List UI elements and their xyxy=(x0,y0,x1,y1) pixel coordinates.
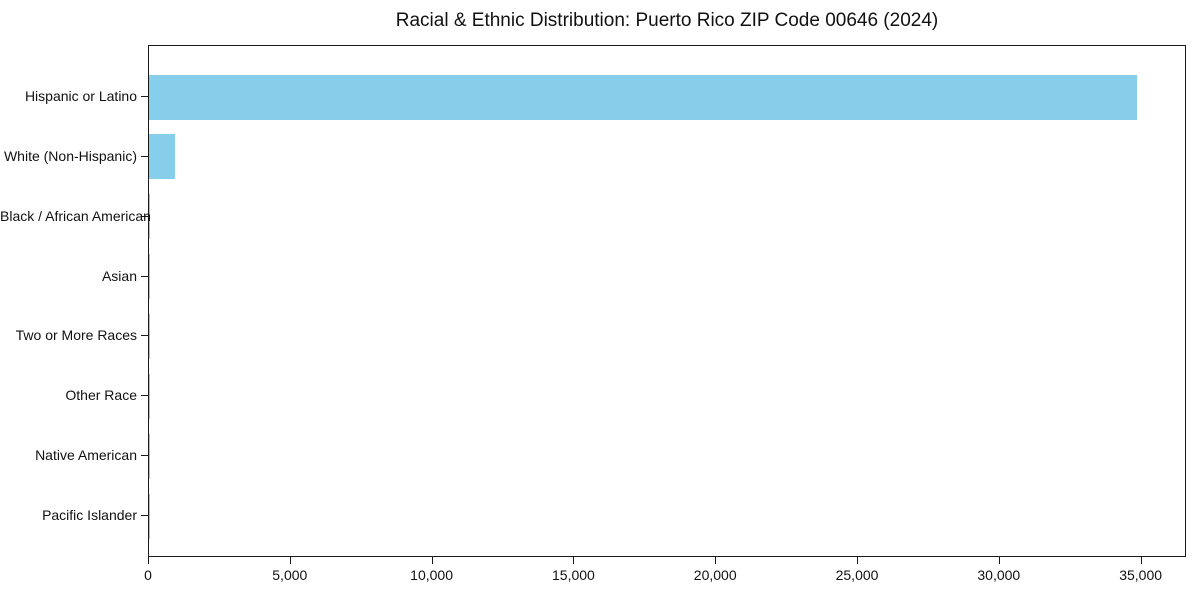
x-tick-label: 0 xyxy=(144,567,152,583)
chart-title: Racial & Ethnic Distribution: Puerto Ric… xyxy=(395,10,939,31)
x-tick-label: 35,000 xyxy=(1119,567,1163,583)
y-tick-label: Hispanic or Latino xyxy=(24,88,137,104)
x-tick-mark xyxy=(1140,557,1142,564)
x-tick-mark xyxy=(289,557,291,564)
bar-native-american xyxy=(149,433,150,479)
y-tick-mark xyxy=(141,275,148,277)
y-tick-mark xyxy=(141,455,148,457)
x-tick-mark xyxy=(715,557,717,564)
plot-area xyxy=(148,45,1186,557)
bar-black-african-american xyxy=(149,194,150,240)
x-tick-mark xyxy=(998,557,1000,564)
x-tick-label: 20,000 xyxy=(693,567,737,583)
x-tick-label: 15,000 xyxy=(551,567,595,583)
bar-white-non-hispanic xyxy=(149,134,176,180)
y-tick-mark xyxy=(141,395,148,397)
x-tick-label: 25,000 xyxy=(835,567,879,583)
y-tick-label: Other Race xyxy=(65,387,137,404)
y-tick-mark xyxy=(141,515,148,517)
bar-other-race xyxy=(149,373,150,419)
x-tick-mark xyxy=(573,557,575,564)
y-tick-label: Asian xyxy=(101,267,137,284)
y-tick-label: White (Non-Hispanic) xyxy=(3,147,137,164)
x-tick-mark xyxy=(148,557,149,564)
y-tick-label: Native American xyxy=(35,447,137,464)
bar-pacific-islander xyxy=(149,493,150,539)
x-tick-label: 10,000 xyxy=(410,567,454,583)
bar-two-or-more-races xyxy=(149,313,150,359)
y-tick-label: Two or More Races xyxy=(15,327,137,344)
y-tick-mark xyxy=(141,335,148,337)
bar-hispanic-or-latino xyxy=(149,74,1138,120)
bar-asian xyxy=(149,254,150,300)
y-tick-mark xyxy=(141,96,148,97)
x-tick-label: 5,000 xyxy=(272,567,308,583)
y-tick-label: Black / African American xyxy=(0,207,151,224)
x-tick-mark xyxy=(857,557,859,564)
y-tick-mark xyxy=(141,215,148,217)
x-tick-label: 30,000 xyxy=(977,567,1021,583)
x-tick-mark xyxy=(431,557,433,564)
y-tick-mark xyxy=(141,155,148,157)
y-tick-label: Pacific Islander xyxy=(42,507,137,524)
